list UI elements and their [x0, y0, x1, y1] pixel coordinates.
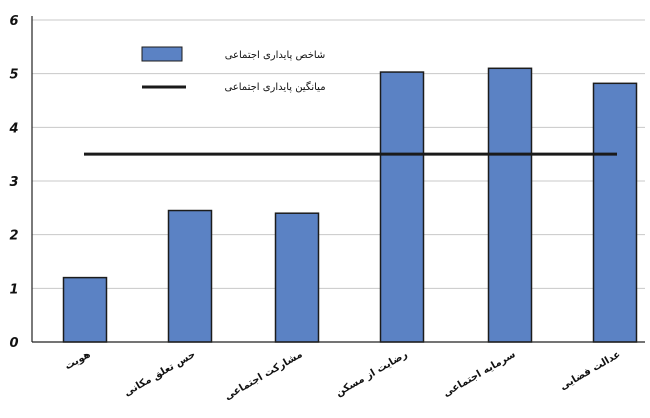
bar — [62, 276, 108, 343]
y-tick-label: 1 — [9, 282, 18, 297]
grid — [32, 19, 645, 289]
bar — [487, 67, 533, 343]
y-tick-label: 6 — [9, 14, 18, 29]
y-tick-label: 3 — [9, 175, 18, 190]
legend-swatch-bar — [141, 46, 183, 62]
axes: 0 1 2 3 4 5 6 هويت حس تعلق مکانی مشارکت اجتماعی رض… — [8, 14, 645, 403]
x-tick-label: عدالت فضايی — [558, 349, 622, 392]
y-tick-label: 5 — [9, 68, 18, 83]
legend: شاخص پايداری اجتماعی ميانگين پايداری اجتم… — [141, 46, 326, 93]
y-tick-label: 0 — [9, 336, 18, 351]
x-tick-label: مشارکت اجتماعی — [223, 349, 305, 402]
y-tick-label: 4 — [8, 121, 18, 136]
bars — [62, 67, 638, 343]
bar — [592, 82, 638, 343]
y-tick-label: 2 — [9, 229, 18, 244]
x-tick-label: حس تعلق مکانی — [122, 349, 197, 399]
legend-label-bar: شاخص پايداری اجتماعی — [225, 50, 326, 61]
x-tick-label: هويت — [63, 349, 92, 372]
bar — [274, 212, 320, 343]
legend-label-line: ميانگين پايداری اجتماعی — [224, 81, 325, 93]
bar — [167, 209, 213, 343]
bar — [379, 71, 425, 343]
x-tick-label: رضايت از مسکن — [334, 349, 410, 399]
x-tick-label: سرمايه اجتماعی — [441, 349, 517, 399]
